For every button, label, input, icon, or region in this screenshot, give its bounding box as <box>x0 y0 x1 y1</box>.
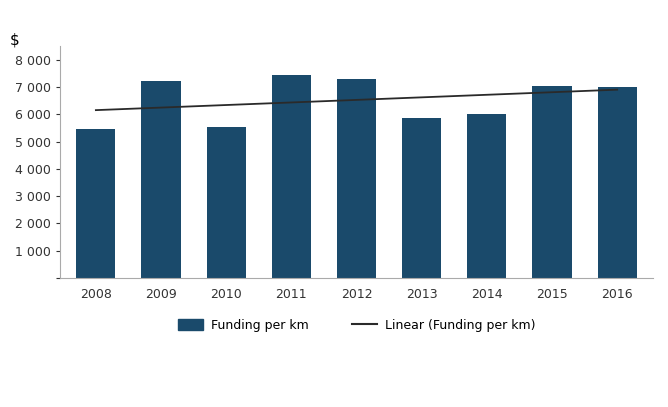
Bar <box>468 114 506 278</box>
Bar <box>598 87 637 278</box>
Bar <box>76 129 116 278</box>
Bar <box>206 127 246 278</box>
Bar <box>142 81 180 278</box>
Legend: Funding per km, Linear (Funding per km): Funding per km, Linear (Funding per km) <box>173 314 540 337</box>
Bar <box>272 74 311 278</box>
Bar <box>337 79 376 278</box>
Text: $: $ <box>9 32 19 47</box>
Bar <box>402 118 442 278</box>
Bar <box>532 85 572 278</box>
